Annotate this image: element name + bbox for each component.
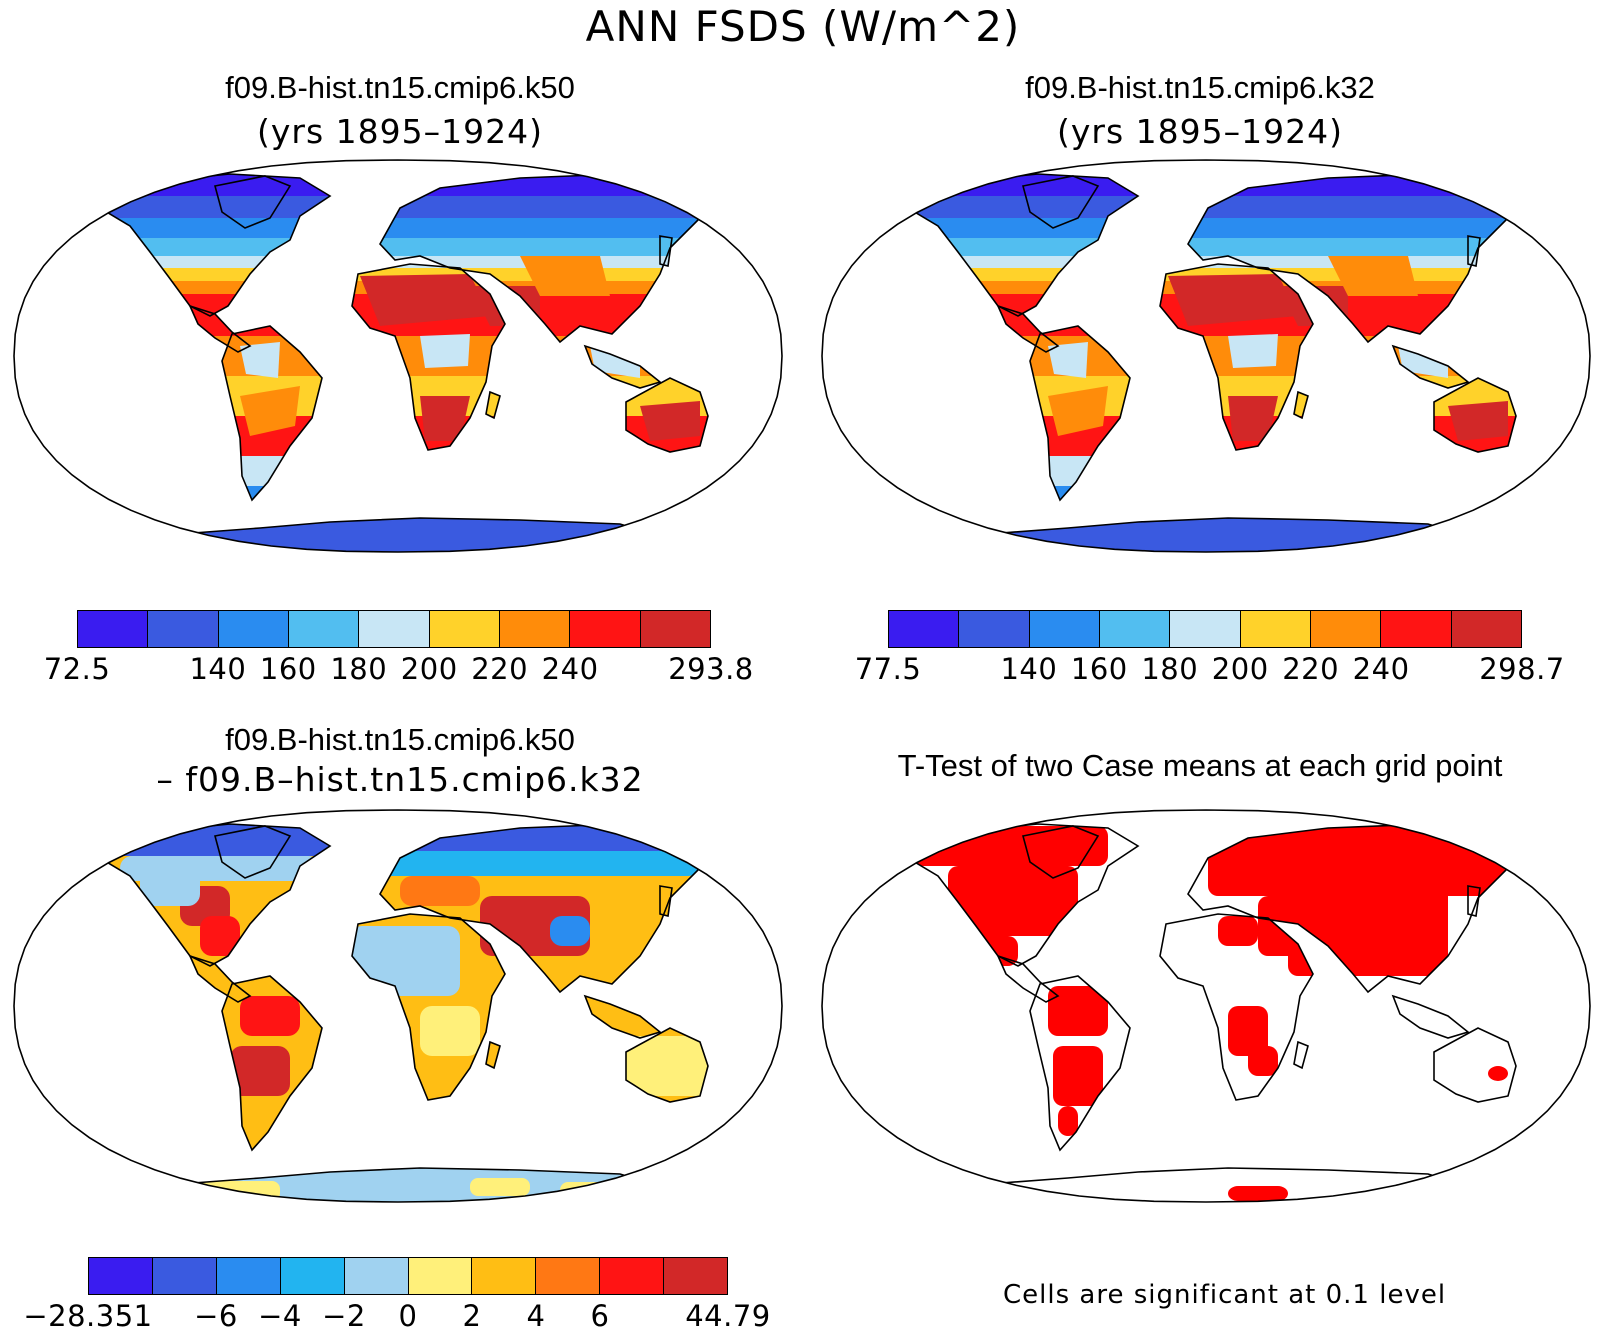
colorbar-tick-label: −4 <box>258 1299 302 1333</box>
colorbar-tick-label: 6 <box>590 1299 610 1333</box>
map-diff <box>13 809 783 1203</box>
colorbar-box <box>429 611 500 647</box>
panel-title-diff: f09.B-hist.tn15.cmip6.k50 <box>225 722 575 757</box>
main-title: ANN FSDS (W/m^2) <box>585 2 1021 51</box>
colorbar-tick-label: −28.351 <box>23 1299 153 1333</box>
significance-note: Cells are significant at 0.1 level <box>1003 1280 1447 1310</box>
colorbar-tick-label: 200 <box>1211 652 1269 686</box>
colorbar-box <box>148 611 219 647</box>
colorbar-box <box>408 1258 473 1294</box>
colorbar-box <box>472 1258 537 1294</box>
colorbar-box <box>1170 611 1241 647</box>
panel-title-ttest: T-Test of two Case means at each grid po… <box>897 748 1503 783</box>
colorbar-k32 <box>888 610 1522 648</box>
colorbar-box <box>536 1258 601 1294</box>
colorbar-tick-label: 160 <box>259 652 317 686</box>
colorbar-box <box>499 611 571 647</box>
panel-subtitle-k32: (yrs 1895–1924) <box>1057 112 1343 151</box>
colorbar-tick-label: 180 <box>1141 652 1199 686</box>
colorbar-box <box>1381 611 1452 647</box>
colorbar-tick-label: 220 <box>1282 652 1340 686</box>
colorbar-box <box>959 611 1030 647</box>
colorbar-box <box>216 1258 281 1294</box>
colorbar-box <box>640 611 710 647</box>
colorbar-box <box>1310 611 1382 647</box>
colorbar-box <box>1451 611 1521 647</box>
map-k50 <box>13 159 783 553</box>
colorbar-tick-label: 140 <box>1000 652 1058 686</box>
colorbar-tick-label: 298.7 <box>1479 652 1565 686</box>
colorbar-box <box>1099 611 1171 647</box>
colorbar-tick-label: 240 <box>1352 652 1410 686</box>
panel-title-k50: f09.B-hist.tn15.cmip6.k50 <box>225 70 575 105</box>
colorbar-tick-label: 0 <box>398 1299 418 1333</box>
colorbar-diff <box>88 1257 728 1295</box>
colorbar-box <box>89 1258 153 1294</box>
colorbar-k50 <box>77 610 711 648</box>
panel-subtitle-diff: – f09.B–hist.tn15.cmip6.k32 <box>156 760 644 799</box>
colorbar-tick-label: 72.5 <box>43 652 111 686</box>
colorbar-tick-label: 293.8 <box>668 652 754 686</box>
colorbar-box <box>288 611 360 647</box>
colorbar-box <box>570 611 641 647</box>
colorbar-tick-label: 200 <box>400 652 458 686</box>
colorbar-box <box>889 611 960 647</box>
colorbar-box <box>1029 611 1100 647</box>
colorbar-tick-label: 180 <box>330 652 388 686</box>
colorbar-box <box>78 611 149 647</box>
map-k32 <box>821 159 1591 553</box>
colorbar-box <box>152 1258 217 1294</box>
panel-subtitle-k50: (yrs 1895–1924) <box>257 112 543 151</box>
colorbar-tick-label: 160 <box>1070 652 1128 686</box>
colorbar-tick-label: −6 <box>194 1299 238 1333</box>
colorbar-tick-label: 220 <box>471 652 529 686</box>
colorbar-tick-label: 44.79 <box>685 1299 771 1333</box>
colorbar-tick-label: −2 <box>322 1299 366 1333</box>
colorbar-box <box>359 611 430 647</box>
colorbar-box <box>280 1258 345 1294</box>
colorbar-box <box>344 1258 409 1294</box>
colorbar-box <box>1240 611 1311 647</box>
colorbar-box <box>218 611 289 647</box>
colorbar-tick-label: 240 <box>541 652 599 686</box>
map-ttest <box>821 809 1591 1203</box>
colorbar-tick-label: 140 <box>189 652 247 686</box>
colorbar-box <box>664 1258 728 1294</box>
panel-title-k32: f09.B-hist.tn15.cmip6.k32 <box>1025 70 1375 105</box>
colorbar-tick-label: 77.5 <box>854 652 922 686</box>
colorbar-tick-label: 2 <box>462 1299 482 1333</box>
colorbar-tick-label: 4 <box>526 1299 546 1333</box>
colorbar-box <box>600 1258 665 1294</box>
